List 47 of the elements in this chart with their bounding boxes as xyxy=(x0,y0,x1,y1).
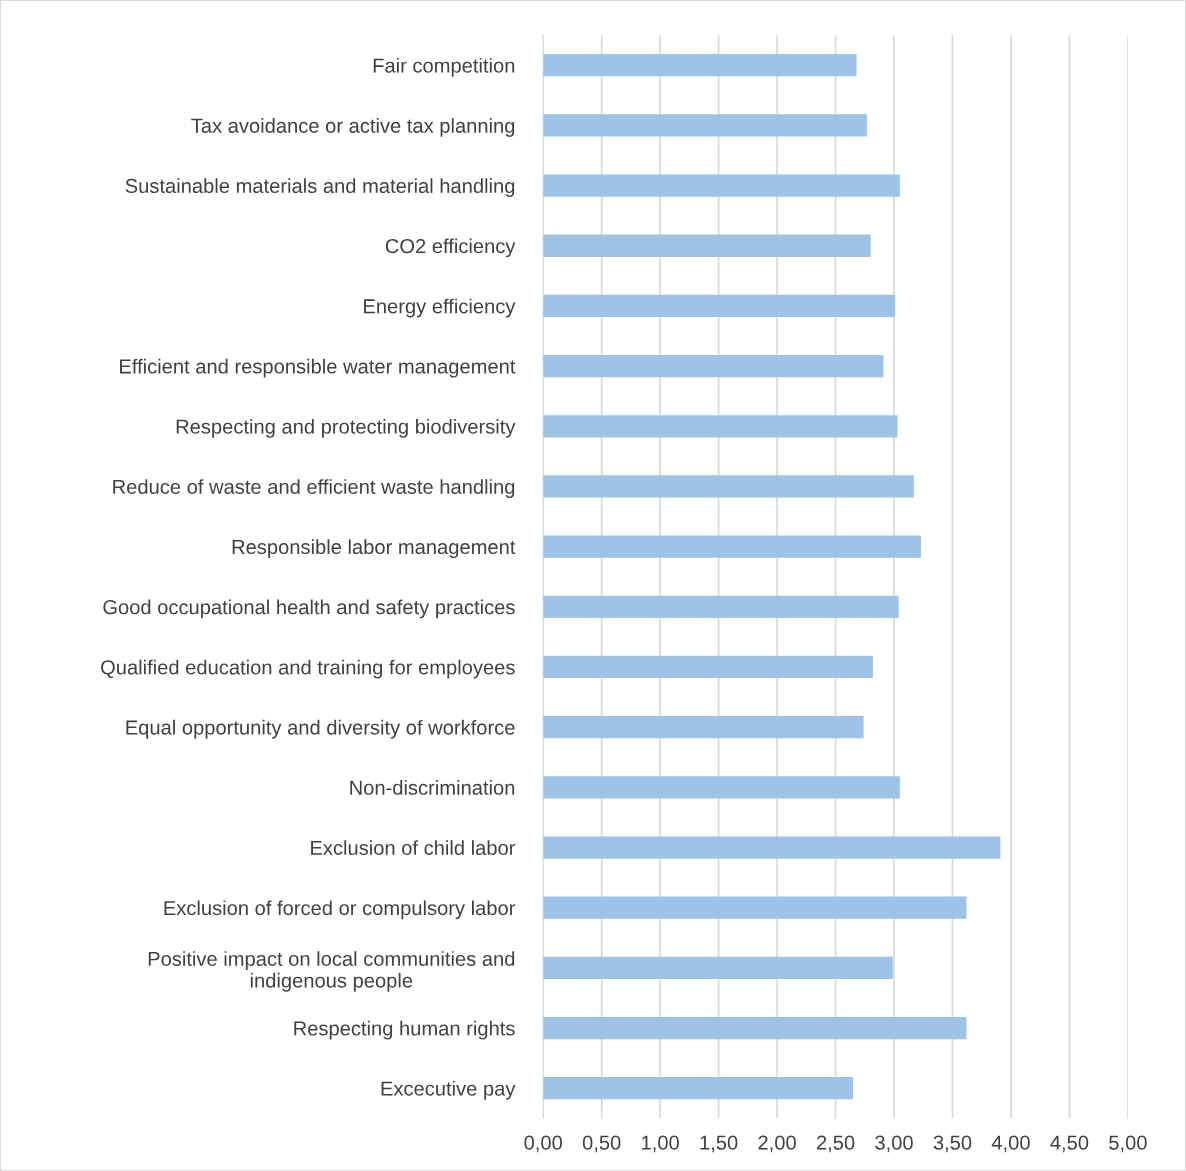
bar xyxy=(543,114,868,137)
y-tick-label: Efficient and responsible water management xyxy=(120,358,516,378)
bar xyxy=(543,1016,967,1040)
y-tick-label: Qualified education and training for employees xyxy=(101,659,515,679)
y-tick-label: Exclusion of forced or compulsory labor xyxy=(164,900,516,920)
y-tick-label: Fair competition xyxy=(373,57,515,77)
bar xyxy=(543,836,1001,859)
bar xyxy=(543,716,864,739)
x-tick-label: 1,00 xyxy=(642,1135,679,1153)
y-tick-label: Excecutive pay xyxy=(381,1080,516,1100)
bar xyxy=(543,956,893,979)
bar xyxy=(543,595,899,618)
bar xyxy=(543,1077,854,1100)
y-tick-label: Sustainable materials and material handling xyxy=(125,178,515,198)
bar xyxy=(543,294,896,318)
bar xyxy=(543,896,967,919)
y-tick-label: CO2 efficiency xyxy=(385,238,516,258)
bar xyxy=(543,174,900,197)
bar xyxy=(543,354,884,378)
y-tick-label: Non-discrimination xyxy=(350,780,515,795)
y-tick-label: Energy efficiency xyxy=(364,298,516,318)
y-tick-label: Equal opportunity and diversity of workforce xyxy=(126,719,515,739)
y-tick-label: Positive impact on local communities and indigenous people xyxy=(148,951,515,992)
bar xyxy=(543,54,857,77)
x-tick-label: 3,00 xyxy=(875,1135,913,1153)
y-tick-label: Respecting human rights xyxy=(294,1020,515,1040)
bar xyxy=(543,655,873,679)
x-tick-label: 5,00 xyxy=(1109,1135,1147,1153)
bar xyxy=(543,234,871,257)
x-tick-label: 4,00 xyxy=(991,1135,1030,1153)
y-tick-label: Exclusion of child labor xyxy=(311,840,516,856)
y-tick-label: Responsible labor management xyxy=(232,539,516,559)
x-tick-label: 2,50 xyxy=(816,1135,855,1153)
y-tick-label: Good occupational health and safety practices xyxy=(103,599,515,619)
y-tick-label: Respecting and protecting biodiversity xyxy=(176,418,516,438)
bar xyxy=(543,535,921,558)
y-tick-label: Reduce of waste and efficient waste handling xyxy=(113,479,515,498)
y-tick-label: Tax avoidance or active tax planning xyxy=(191,118,515,137)
bar xyxy=(543,475,914,498)
bar xyxy=(543,415,898,438)
x-tick-label: 0,00 xyxy=(524,1135,562,1153)
x-tick-label: 3,50 xyxy=(933,1135,972,1153)
x-tick-label: 2,00 xyxy=(758,1135,796,1153)
x-tick-label: 4,50 xyxy=(1050,1135,1089,1153)
x-tick-label: 0,50 xyxy=(582,1135,621,1153)
bar xyxy=(543,776,900,799)
x-tick-label: 1,50 xyxy=(700,1135,738,1153)
